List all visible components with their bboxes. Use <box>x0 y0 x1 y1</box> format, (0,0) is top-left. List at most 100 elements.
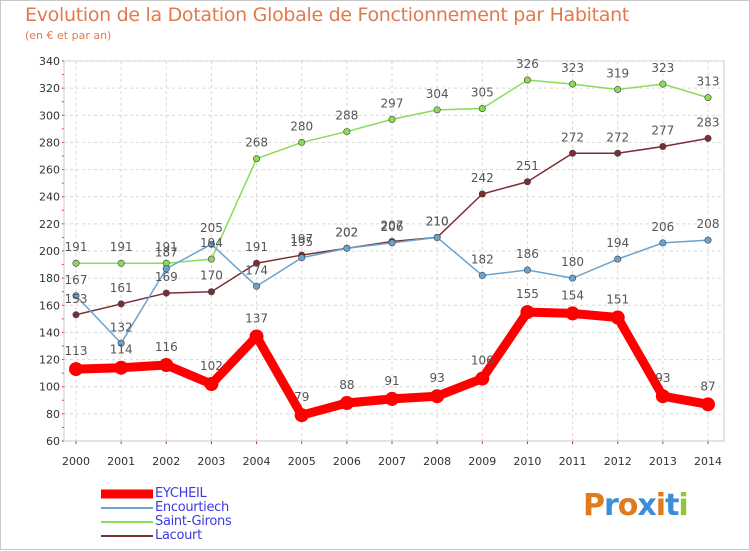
data-label-eycheil: 93 <box>655 371 670 385</box>
data-label-encourtiech: 180 <box>561 255 584 269</box>
chart-legend: EYCHEIL Encourtiech Saint-Girons Lacourt <box>101 487 321 543</box>
data-label-encourtiech: 174 <box>245 263 268 277</box>
legend-item-eycheil: EYCHEIL <box>101 487 321 501</box>
data-label-saint-girons: 288 <box>335 109 358 123</box>
chart-title: Evolution de la Dotation Globale de Fonc… <box>25 4 630 26</box>
legend-item-encourtiech: Encourtiech <box>101 501 321 515</box>
y-tick-label: 220 <box>39 218 60 231</box>
data-point-encourtiech <box>298 254 306 262</box>
data-point-eycheil <box>294 408 309 423</box>
data-label-eycheil: 106 <box>471 354 494 368</box>
data-label-encourtiech: 195 <box>290 235 313 249</box>
data-point-lacourt <box>659 143 667 151</box>
data-point-eycheil <box>520 305 535 320</box>
data-point-eycheil <box>159 358 174 372</box>
data-label-lacourt: 283 <box>697 115 720 129</box>
data-label-saint-girons: 194 <box>200 236 223 250</box>
data-label-eycheil: 155 <box>516 287 539 301</box>
legend-label-encourtiech: Encourtiech <box>155 500 229 515</box>
x-tick-label: 2005 <box>288 455 316 468</box>
chart-subtitle: (en € et par an) <box>25 29 112 42</box>
data-label-eycheil: 88 <box>339 378 354 392</box>
data-point-saint-girons <box>659 80 667 88</box>
y-tick-label: 260 <box>39 164 60 177</box>
data-point-lacourt <box>253 259 261 267</box>
logo-letter: t <box>665 488 679 523</box>
data-point-saint-girons <box>343 128 351 136</box>
data-point-encourtiech <box>614 255 622 263</box>
x-tick-label: 2001 <box>107 455 135 468</box>
data-point-eycheil <box>204 377 219 391</box>
legend-swatch-encourtiech <box>101 507 153 509</box>
data-point-encourtiech <box>478 271 486 279</box>
data-label-eycheil: 137 <box>245 312 268 326</box>
data-point-saint-girons <box>478 105 486 113</box>
legend-label-lacourt: Lacourt <box>155 528 202 543</box>
legend-label-saint-girons: Saint-Girons <box>155 514 232 529</box>
data-label-encourtiech: 206 <box>651 220 674 234</box>
data-label-lacourt: 169 <box>155 270 178 284</box>
y-tick-label: 200 <box>39 245 60 258</box>
data-point-encourtiech <box>72 292 80 300</box>
data-point-eycheil <box>114 360 129 375</box>
x-tick-label: 2003 <box>197 455 225 468</box>
x-tick-label: 2002 <box>152 455 180 468</box>
data-label-saint-girons: 191 <box>110 240 133 254</box>
legend-label-eycheil: EYCHEIL <box>155 486 207 501</box>
data-label-saint-girons: 268 <box>245 136 268 150</box>
data-point-lacourt <box>162 289 170 297</box>
data-point-saint-girons <box>569 80 577 88</box>
data-point-encourtiech <box>659 239 667 247</box>
data-point-lacourt <box>207 288 215 296</box>
data-label-lacourt: 272 <box>561 130 584 144</box>
data-label-encourtiech: 194 <box>606 236 629 250</box>
data-label-saint-girons: 323 <box>561 61 584 75</box>
data-label-saint-girons: 305 <box>471 86 494 100</box>
x-tick-label: 2006 <box>333 455 361 468</box>
data-label-saint-girons: 297 <box>381 96 404 110</box>
data-label-encourtiech: 206 <box>381 220 404 234</box>
data-point-eycheil <box>610 310 625 325</box>
x-tick-label: 2004 <box>243 455 271 468</box>
data-point-lacourt <box>614 149 622 157</box>
data-label-eycheil: 154 <box>561 288 584 302</box>
y-tick-label: 140 <box>39 326 60 339</box>
data-label-lacourt: 161 <box>110 281 133 295</box>
data-label-eycheil: 114 <box>110 343 133 357</box>
data-label-eycheil: 79 <box>294 390 309 404</box>
data-label-eycheil: 93 <box>430 371 445 385</box>
x-tick-label: 2009 <box>468 455 496 468</box>
data-point-lacourt <box>569 149 577 157</box>
data-label-saint-girons: 280 <box>290 119 313 133</box>
data-label-lacourt: 202 <box>335 225 358 239</box>
data-point-lacourt <box>478 190 486 198</box>
data-point-eycheil <box>385 391 399 406</box>
logo-letter: x <box>637 488 656 523</box>
data-point-saint-girons <box>72 259 80 267</box>
legend-swatch-saint-girons <box>101 521 153 523</box>
data-point-eycheil <box>430 389 445 404</box>
data-point-eycheil <box>339 396 354 410</box>
data-point-saint-girons <box>207 255 215 263</box>
y-tick-label: 280 <box>39 136 60 149</box>
data-label-encourtiech: 186 <box>516 247 539 261</box>
data-label-encourtiech: 202 <box>335 225 358 239</box>
data-label-lacourt: 197 <box>290 232 313 246</box>
legend-item-saint-girons: Saint-Girons <box>101 515 321 529</box>
data-point-eycheil <box>565 306 580 321</box>
y-tick-label: 160 <box>39 299 60 312</box>
y-tick-label: 340 <box>39 55 60 68</box>
data-point-eycheil <box>249 329 264 344</box>
data-label-encourtiech: 208 <box>697 217 720 231</box>
data-point-lacourt <box>523 178 531 186</box>
data-point-saint-girons <box>704 94 712 102</box>
data-point-encourtiech <box>388 239 396 247</box>
data-label-saint-girons: 319 <box>606 67 629 81</box>
y-tick-label: 80 <box>46 408 60 421</box>
data-point-lacourt <box>704 134 712 142</box>
data-point-saint-girons <box>388 115 396 123</box>
data-label-saint-girons: 313 <box>697 75 720 89</box>
x-tick-label: 2011 <box>559 455 587 468</box>
logo-letter: i <box>655 488 666 523</box>
x-tick-label: 2010 <box>513 455 541 468</box>
